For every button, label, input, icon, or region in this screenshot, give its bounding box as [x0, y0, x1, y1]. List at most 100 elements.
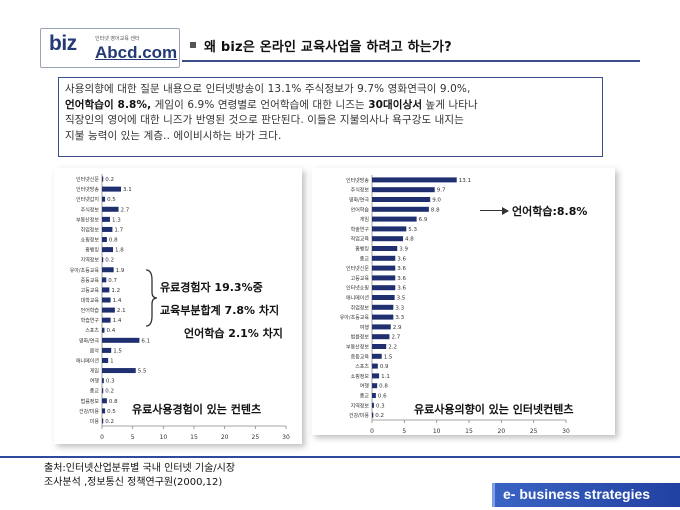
- value-label: 1.5: [113, 348, 122, 354]
- value-label: 3.6: [397, 276, 406, 282]
- x-tick-label: 0: [370, 428, 374, 435]
- value-label: 9.7: [437, 188, 446, 194]
- bar: [372, 393, 376, 398]
- value-label: 1.1: [381, 374, 390, 380]
- category-label: 게임: [360, 216, 369, 223]
- logo: biz 인터넷 영어교육 센터 Abcd.com: [40, 28, 180, 68]
- value-label: 0.5: [107, 409, 116, 415]
- x-tick-label: 5: [402, 428, 406, 435]
- value-label: 2.2: [388, 345, 397, 351]
- bar: [372, 402, 374, 408]
- chart-paid-experience: 인터넷신문 0.2 인터넷방송 3.1 인터넷갑지 0.5 주식정보 2.7 부동산정보 1.3 취…: [54, 168, 302, 444]
- bar: [372, 373, 380, 379]
- value-label: 0.8: [379, 384, 388, 390]
- value-label: 6.1: [141, 338, 150, 344]
- bar: [102, 327, 105, 333]
- bar: [372, 314, 394, 320]
- category-label: 취업정보: [351, 304, 370, 311]
- value-label: 0.3: [376, 403, 385, 409]
- x-tick-label: 15: [190, 434, 198, 441]
- category-label: 취업정보: [81, 226, 100, 233]
- bar: [102, 277, 107, 283]
- summary-highlight-age: 30대이상서: [368, 98, 423, 111]
- value-label: 0.2: [105, 389, 114, 395]
- annotation-education-total: 교육부분합계 7.8% 차지: [160, 304, 280, 317]
- category-label: 애니메이션: [346, 295, 369, 302]
- category-label: 인터넷갑지: [76, 196, 99, 203]
- value-label: 5.5: [138, 369, 147, 375]
- value-label: 3.9: [399, 247, 408, 253]
- category-label: 언어학습: [351, 206, 370, 213]
- value-label: 1.4: [113, 318, 122, 324]
- source-line-2: 조사분석 ,정보통신 정책연구원(2000,12): [44, 477, 223, 488]
- bar: [372, 197, 431, 202]
- category-label: 건강/미용: [349, 412, 369, 419]
- x-tick-label: 0: [100, 434, 104, 441]
- bar: [102, 418, 104, 424]
- summary-line-4: 지불 능력이 있는 계층.. 에이비시하는 바가 크다.: [65, 129, 282, 142]
- summary-box: 사용의향에 대한 질문 내용으로 인터넷방송이 13.1% 주식정보가 9.7%…: [58, 77, 603, 157]
- category-label: 인터넷신문: [76, 176, 99, 183]
- value-label: 0.2: [375, 413, 384, 419]
- summary-text: 높게 나타나: [422, 98, 478, 111]
- value-label: 9.0: [432, 198, 441, 204]
- category-label: 고등교육: [351, 276, 370, 282]
- value-label: 0.3: [106, 379, 115, 385]
- bar: [372, 285, 396, 291]
- value-label: 3.6: [397, 256, 406, 262]
- category-label: 주식정보: [81, 206, 100, 213]
- bar: [372, 265, 396, 271]
- bar: [372, 177, 457, 183]
- category-label: 학습연구: [81, 317, 100, 324]
- value-label: 1: [110, 358, 114, 364]
- value-label: 3.6: [397, 266, 406, 272]
- x-tick-label: 30: [282, 434, 290, 441]
- bar: [372, 275, 396, 281]
- bar: [372, 334, 390, 340]
- x-tick-label: 10: [433, 428, 441, 435]
- value-label: 0.6: [378, 394, 387, 400]
- category-label: 인터넷방송: [76, 186, 99, 193]
- value-label: 0.4: [106, 328, 115, 334]
- footer-divider: [0, 456, 680, 458]
- bar: [102, 257, 104, 263]
- category-label: 인터넷방송: [346, 177, 369, 184]
- category-label: 유아/초등교육: [70, 267, 100, 274]
- annotation-paid-users: 유료경험자 19.3%중: [160, 281, 263, 294]
- bar: [102, 216, 110, 222]
- value-label: 0.2: [105, 258, 114, 264]
- summary-highlight-language: 언어학습이 8.8%,: [65, 98, 152, 111]
- bar: [102, 347, 112, 353]
- value-label: 0.7: [108, 278, 117, 284]
- banner-text: e- business strategies: [503, 486, 651, 502]
- category-label: 직업교육: [351, 236, 370, 243]
- bar: [372, 187, 435, 193]
- bar: [102, 317, 111, 323]
- x-tick-label: 30: [562, 428, 570, 435]
- value-label: 1.5: [384, 354, 393, 360]
- caption-right-chart: 유료사용의향이 있는 인터넷컨텐츠: [414, 403, 574, 416]
- category-label: 부동산정보: [76, 216, 99, 223]
- arrow-line: [480, 210, 508, 211]
- value-label: 1.4: [113, 298, 122, 304]
- category-label: 지역정보: [81, 257, 100, 264]
- value-label: 1.7: [114, 227, 123, 233]
- source-note: 출처:인터넷산업분류별 국내 인터넷 기술/시장 조사분석 ,정보통신 정책연구…: [44, 462, 235, 490]
- category-label: 지역정보: [351, 402, 370, 409]
- category-label: 부동산정보: [346, 344, 369, 351]
- category-label: 중등교육: [351, 354, 370, 360]
- category-label: 학술연구: [351, 226, 370, 233]
- value-label: 0.2: [105, 177, 114, 183]
- x-tick-label: 25: [252, 434, 260, 441]
- bar: [102, 287, 110, 293]
- x-tick-label: 5: [131, 434, 135, 441]
- value-label: 0.9: [380, 364, 389, 370]
- bar: [102, 267, 114, 273]
- bar: [102, 337, 140, 343]
- value-label: 3.3: [395, 305, 404, 311]
- category-label: 스포츠: [355, 364, 369, 370]
- chart-paid-intention: 인터넷방송 13.1 주식정보 9.7 영화/연극 9.0 언어학습 8.8 게임 6.9 학술연구…: [312, 168, 615, 435]
- value-label: 6.9: [419, 217, 428, 223]
- bar: [102, 307, 115, 313]
- bar: [102, 237, 107, 243]
